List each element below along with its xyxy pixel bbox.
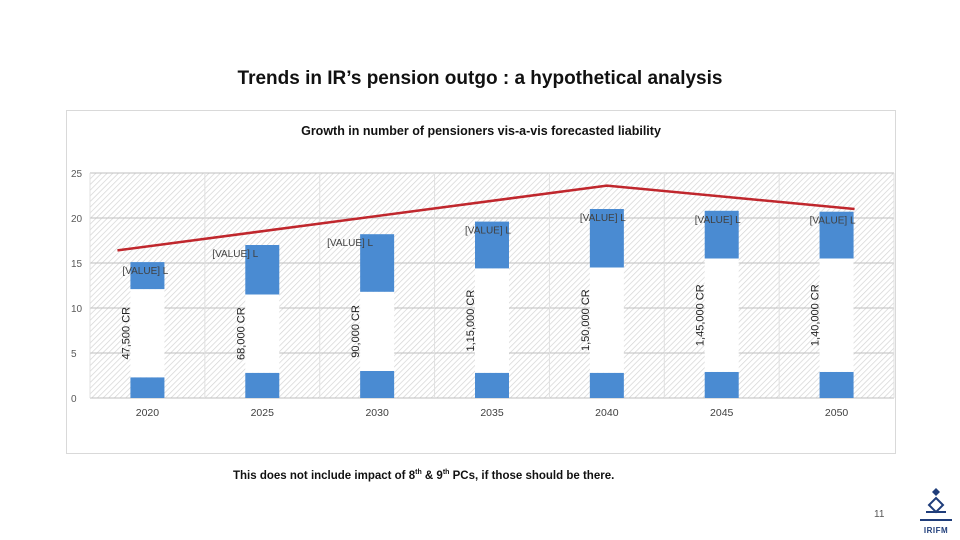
y-tick-label: 10	[71, 304, 83, 315]
x-tick-label-2045: 2045	[710, 407, 734, 419]
bar-base-2050	[819, 371, 854, 398]
liability-label-2020: 47,500 CR	[120, 307, 132, 360]
bar-top-2030	[360, 234, 395, 292]
bars	[130, 209, 854, 398]
bar-gap-2045	[704, 258, 739, 372]
logo-text: IRIFM	[923, 526, 949, 535]
x-tick-label-2035: 2035	[480, 407, 504, 419]
chart-title: Growth in number of pensioners vis-a-vis…	[301, 124, 661, 138]
bar-top-2020	[130, 262, 165, 290]
page-number: 11	[874, 509, 885, 520]
bar-top-2035	[475, 221, 509, 269]
irifm-logo: IRIFM	[916, 486, 956, 538]
bar-base-2040	[589, 372, 624, 398]
bar-gap-2035	[475, 268, 509, 373]
value-label-2040: [VALUE] L	[580, 213, 626, 224]
y-tick-label: 15	[71, 259, 83, 270]
bar-top-2040	[589, 209, 624, 268]
y-tick-label: 0	[71, 394, 77, 405]
x-tick-label-2020: 2020	[136, 407, 160, 419]
bar-top-2025	[245, 245, 280, 295]
slide-title: Trends in IR’s pension outgo : a hypothe…	[237, 68, 723, 89]
x-tick-label-2030: 2030	[365, 407, 389, 419]
bar-base-2035	[475, 372, 509, 398]
value-label-2050: [VALUE] L	[810, 216, 856, 227]
liability-label-2050: 1,40,000 CR	[810, 284, 822, 346]
value-label-2025: [VALUE] L	[212, 249, 258, 260]
liability-label-2030: 90,000 CR	[350, 305, 362, 358]
value-label-2030: [VALUE] L	[327, 238, 373, 249]
y-tick-label: 25	[71, 169, 83, 180]
value-label-2045: [VALUE] L	[695, 215, 741, 226]
x-tick-label-2040: 2040	[595, 407, 619, 419]
bar-base-2045	[704, 371, 739, 398]
liability-label-2045: 1,45,000 CR	[695, 284, 707, 346]
y-tick-label: 20	[71, 214, 83, 225]
bar-gap-2040	[589, 267, 624, 373]
value-label-2035: [VALUE] L	[465, 226, 511, 237]
bar-top-2045	[704, 210, 739, 259]
bar-gap-2050	[819, 258, 854, 372]
bar-gap-2030	[360, 291, 395, 371]
bar-top-2050	[819, 211, 854, 259]
trend-line-path	[117, 184, 855, 252]
pensioners-bar-chart: 47,500 CR [VALUE] L 68,000 CR [VALUE] L 90,0…	[71, 169, 895, 419]
trend-line	[117, 184, 855, 252]
footnote: This does not include impact of 8th & 9t…	[233, 469, 615, 482]
bar-gap-2020	[130, 289, 165, 378]
value-label-2020: [VALUE] L	[122, 266, 168, 277]
liability-label-2035: 1,15,000 CR	[465, 290, 477, 352]
liability-label-2025: 68,000 CR	[235, 307, 247, 360]
bar-gap-2025	[245, 294, 280, 373]
bar-base-2030	[360, 371, 395, 398]
bar-base-2020	[130, 377, 165, 398]
data-labels: 47,500 CR [VALUE] L 68,000 CR [VALUE] L 90,0…	[120, 213, 856, 360]
y-tick-label: 5	[71, 349, 77, 360]
chart-area: Growth in number of pensioners vis-a-vis…	[66, 110, 896, 454]
x-tick-label-2050: 2050	[825, 407, 849, 419]
irifm-logo-icon	[920, 488, 952, 521]
liability-label-2040: 1,50,000 CR	[580, 289, 592, 351]
bar-base-2025	[245, 372, 280, 398]
x-tick-label-2025: 2025	[251, 407, 275, 419]
